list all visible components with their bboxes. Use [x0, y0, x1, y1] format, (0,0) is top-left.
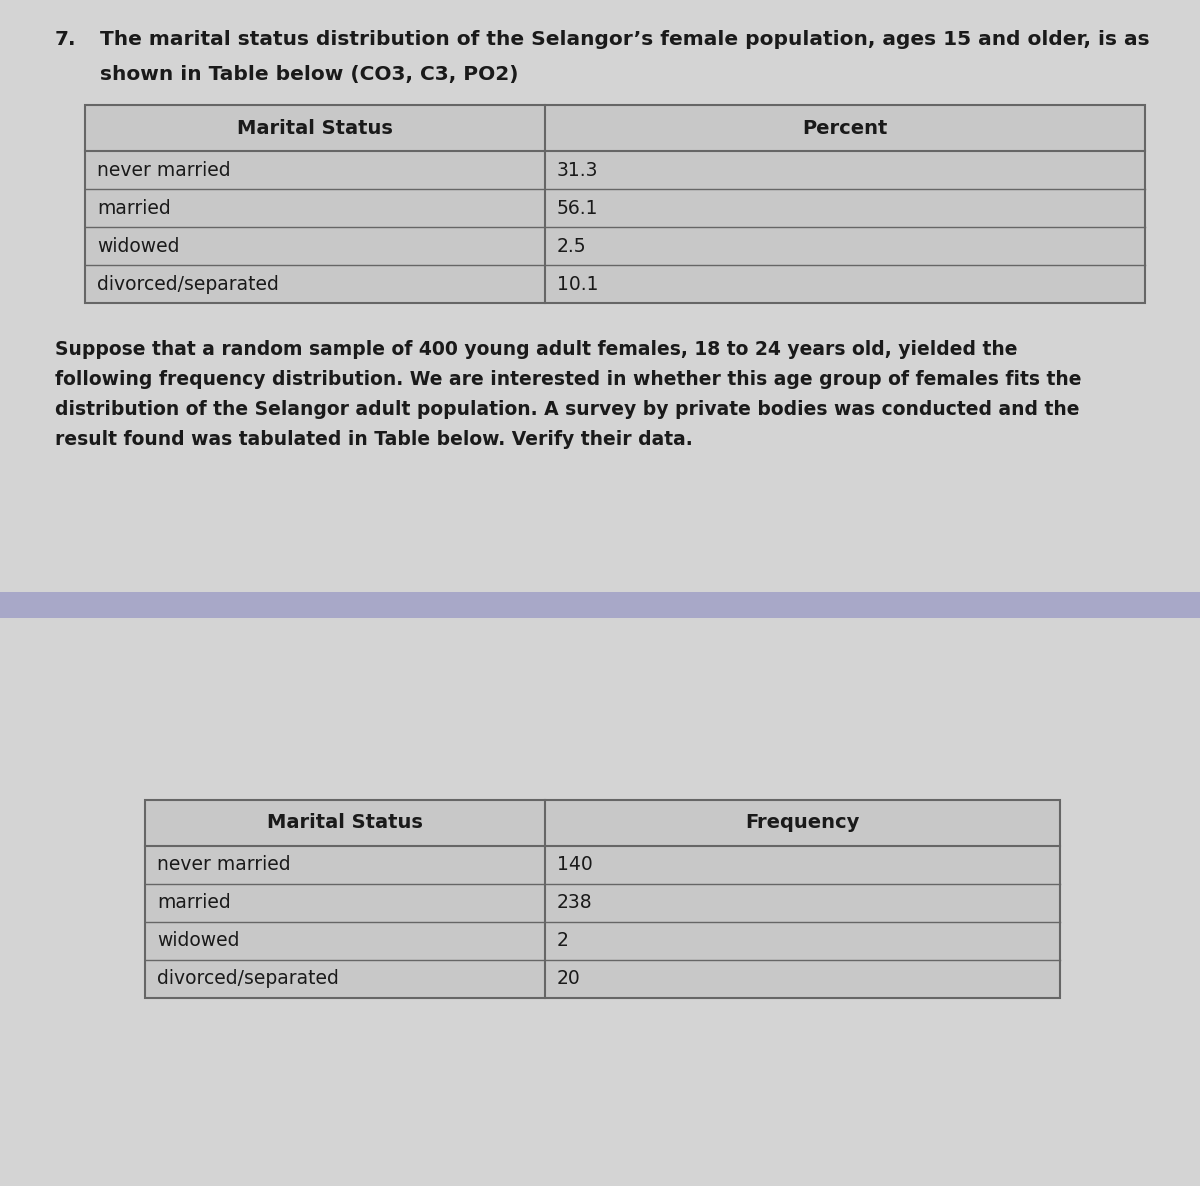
- Text: result found was tabulated in Table below. Verify their data.: result found was tabulated in Table belo…: [55, 431, 692, 449]
- Text: Suppose that a random sample of 400 young adult females, 18 to 24 years old, yie: Suppose that a random sample of 400 youn…: [55, 340, 1018, 359]
- Text: divorced/separated: divorced/separated: [97, 274, 278, 293]
- Text: distribution of the Selangor adult population. A survey by private bodies was co: distribution of the Selangor adult popul…: [55, 400, 1080, 419]
- Text: married: married: [157, 893, 230, 912]
- Text: never married: never married: [157, 855, 290, 874]
- Text: following frequency distribution. We are interested in whether this age group of: following frequency distribution. We are…: [55, 370, 1081, 389]
- Text: widowed: widowed: [157, 931, 240, 950]
- Text: widowed: widowed: [97, 236, 180, 255]
- Text: never married: never married: [97, 160, 230, 179]
- Text: 31.3: 31.3: [557, 160, 599, 179]
- Text: 238: 238: [557, 893, 593, 912]
- Text: married: married: [97, 198, 170, 217]
- Text: Percent: Percent: [803, 119, 888, 138]
- Text: divorced/separated: divorced/separated: [157, 969, 338, 988]
- Text: 2.5: 2.5: [557, 236, 587, 255]
- Text: 7.: 7.: [55, 30, 77, 49]
- Text: 20: 20: [557, 969, 581, 988]
- Text: 56.1: 56.1: [557, 198, 599, 217]
- Bar: [145, 801, 1060, 997]
- Bar: [85, 106, 1145, 302]
- Text: shown in Table below (CO3, C3, PO2): shown in Table below (CO3, C3, PO2): [100, 65, 518, 84]
- Bar: [0, 592, 1200, 618]
- Text: 2: 2: [557, 931, 569, 950]
- Text: Frequency: Frequency: [745, 814, 859, 833]
- Text: 10.1: 10.1: [557, 274, 599, 293]
- Text: The marital status distribution of the Selangor’s female population, ages 15 and: The marital status distribution of the S…: [100, 30, 1150, 49]
- Text: Marital Status: Marital Status: [268, 814, 422, 833]
- Text: 140: 140: [557, 855, 593, 874]
- Text: Marital Status: Marital Status: [238, 119, 392, 138]
